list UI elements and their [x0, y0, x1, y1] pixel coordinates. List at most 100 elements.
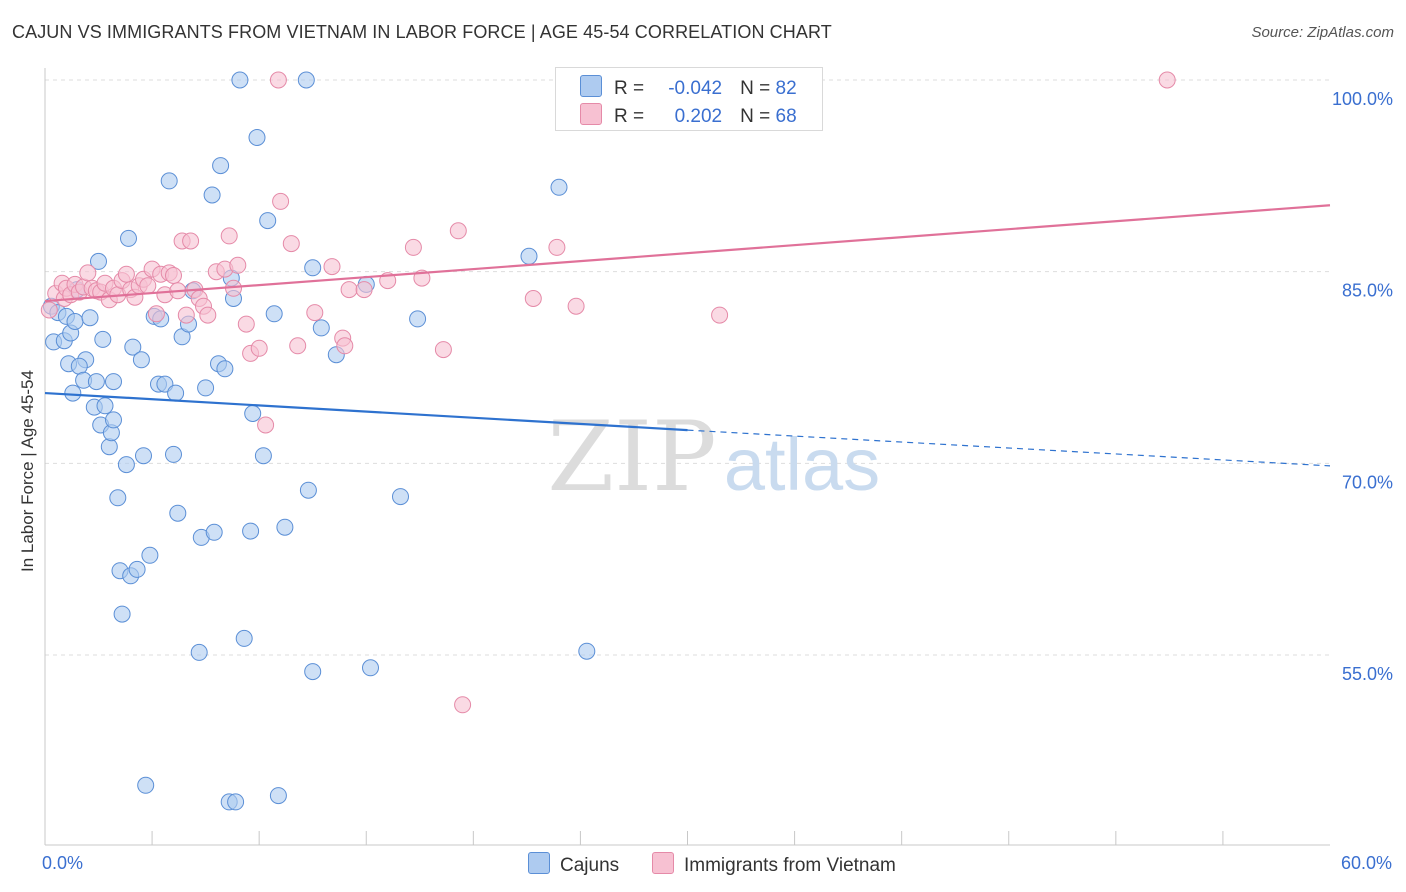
- cajun-point: [392, 488, 409, 506]
- cajun-point: [259, 212, 277, 230]
- cajun-point: [297, 71, 315, 89]
- cajun-point: [169, 504, 187, 522]
- cajun-point: [117, 456, 135, 474]
- cajun-point: [235, 629, 253, 647]
- vietnam-point: [323, 258, 341, 276]
- data-points: [40, 71, 1176, 811]
- vietnam-point: [79, 264, 97, 282]
- vietnam-point: [257, 416, 275, 434]
- vietnam-point: [336, 337, 354, 355]
- vietnam-point: [40, 301, 58, 319]
- x-tick-label-min: 0.0%: [42, 853, 84, 873]
- cajun-point: [113, 605, 131, 623]
- series-swatch-blue: [528, 852, 550, 874]
- axes: [44, 68, 1330, 846]
- vietnam-point: [220, 227, 238, 245]
- series-legend-vietnam: Immigrants from Vietnam: [652, 852, 896, 877]
- cajun-point: [578, 642, 596, 660]
- legend-r-value: 0.202: [674, 106, 723, 127]
- trend-lines: [44, 204, 1331, 467]
- legend-r-label: R =: [614, 106, 645, 127]
- cajun-point: [124, 338, 142, 356]
- vietnam-point: [229, 256, 247, 274]
- vietnam-point: [449, 222, 467, 240]
- cajun-point: [212, 157, 230, 175]
- cajun-point: [276, 518, 294, 536]
- vietnam-point: [199, 306, 217, 324]
- cajun-point: [90, 252, 107, 270]
- vietnam-point: [182, 232, 200, 250]
- watermark-zip: ZIP: [547, 401, 716, 513]
- cajun-point: [197, 379, 215, 397]
- vietnam-trend-line: [44, 204, 1331, 303]
- gridlines: [45, 79, 1330, 656]
- cajun-point: [304, 663, 322, 681]
- vietnam-point: [340, 281, 358, 299]
- legend-n-label: N =: [740, 106, 771, 127]
- cajun-point: [362, 659, 379, 677]
- cajun-point: [81, 309, 99, 327]
- cajun-point: [409, 310, 427, 328]
- legend-n-value: 68: [775, 106, 797, 127]
- y-tick-label: 70.0%: [1342, 472, 1393, 492]
- cajun-point: [109, 489, 127, 507]
- cajun-point: [312, 319, 330, 337]
- vietnam-point: [434, 341, 452, 359]
- x-tick-label-max: 60.0%: [1340, 853, 1392, 873]
- series-label-vietnam: Immigrants from Vietnam: [684, 855, 896, 876]
- legend-swatch-blue: [580, 75, 602, 97]
- cajun-point: [141, 546, 159, 564]
- vietnam-point: [306, 304, 324, 322]
- watermark: ZIP atlas: [547, 401, 880, 513]
- cajun-point: [160, 172, 178, 190]
- cajun-point: [64, 384, 82, 402]
- y-tick-labels: 55.0% 70.0% 85.0% 100.0%: [1332, 89, 1393, 684]
- vietnam-point: [177, 306, 195, 324]
- chart-title: CAJUN VS IMMIGRANTS FROM VIETNAM IN LABO…: [12, 22, 832, 42]
- cajun-point: [269, 787, 287, 805]
- cajun-point: [94, 330, 112, 348]
- vietnam-point: [711, 306, 729, 324]
- vietnam-point: [272, 192, 290, 210]
- vietnam-point: [250, 339, 268, 357]
- cajun-point: [96, 397, 114, 415]
- legend-row-cajuns: R = -0.042 N = 82: [580, 75, 797, 100]
- cajun-point: [205, 523, 223, 541]
- y-tick-label: 55.0%: [1342, 664, 1393, 684]
- vietnam-point: [269, 71, 287, 89]
- cajun-point: [70, 357, 88, 375]
- cajun-point: [132, 351, 150, 369]
- cajun-trend-line: [44, 391, 688, 432]
- vietnam-point: [355, 281, 373, 299]
- series-legend-cajuns: Cajuns: [528, 852, 619, 877]
- cajun-point: [190, 643, 208, 661]
- cajun-point: [244, 405, 262, 422]
- cajun-point: [242, 522, 260, 540]
- watermark-atlas: atlas: [724, 423, 880, 506]
- cajun-point: [105, 373, 122, 391]
- cajun-point: [203, 186, 221, 204]
- vietnam-point: [237, 315, 255, 333]
- vietnam-point: [289, 337, 307, 355]
- cajun-trend-dashed: [687, 429, 1331, 467]
- cajun-point: [137, 776, 155, 794]
- cajun-point: [167, 384, 185, 402]
- cajun-point: [248, 129, 266, 146]
- vietnam-point: [117, 265, 135, 283]
- series-swatch-pink: [652, 852, 674, 874]
- stats-legend: R = -0.042 N = 82 R = 0.202 N = 68: [555, 67, 823, 131]
- cajun-point: [299, 481, 317, 499]
- cajun-point: [100, 438, 118, 456]
- vietnam-point: [454, 696, 472, 714]
- cajun-point: [105, 411, 122, 429]
- legend-swatch-pink: [580, 103, 602, 125]
- legend-r-value: -0.042: [668, 78, 723, 99]
- legend-n-value: 82: [775, 78, 797, 99]
- y-tick-label: 85.0%: [1342, 281, 1393, 301]
- vietnam-point: [548, 238, 566, 256]
- cajun-point: [254, 447, 272, 465]
- cajun-point: [227, 793, 245, 811]
- vietnam-point: [567, 297, 585, 315]
- cajun-point: [135, 447, 152, 465]
